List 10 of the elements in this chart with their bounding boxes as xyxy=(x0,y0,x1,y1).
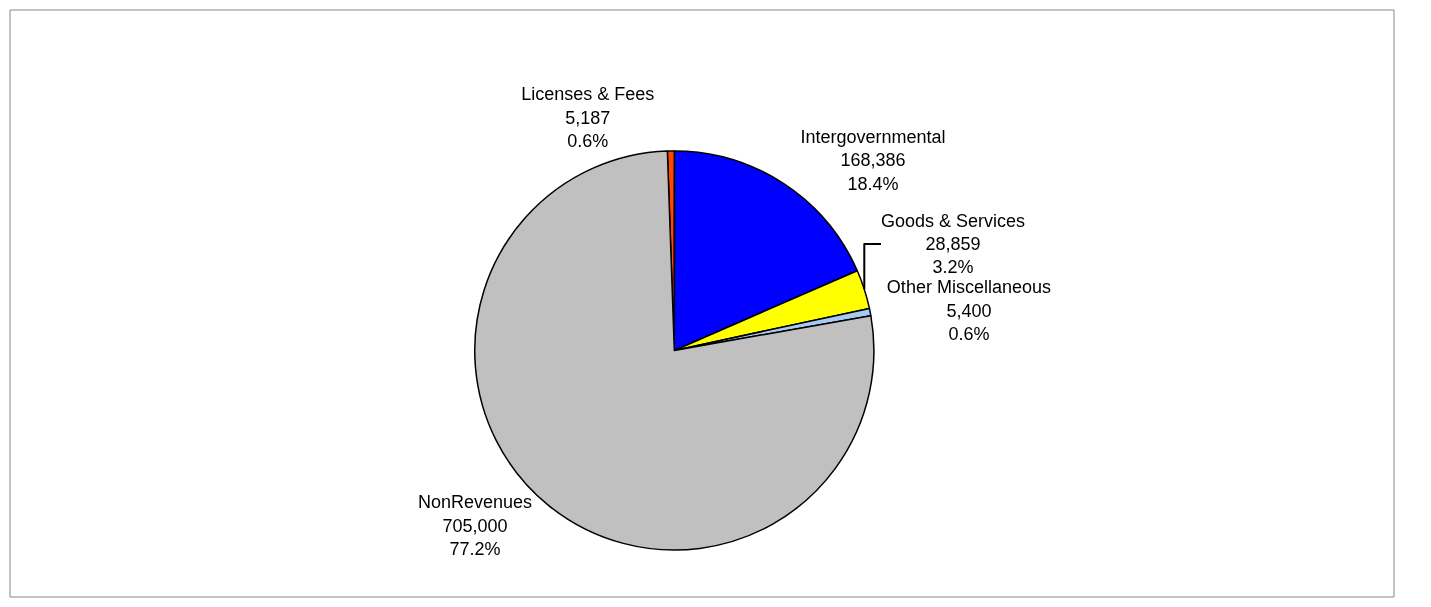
data-label: 5,400 0.6% xyxy=(946,300,992,345)
data-label: 5,187 0.6% xyxy=(565,107,611,151)
slice-label: Licenses & Fees xyxy=(521,84,655,105)
data-label: 28,859 3.2% xyxy=(925,234,981,278)
slice-label: NonRevenues xyxy=(417,492,533,513)
slice-label: Intergovernmental xyxy=(800,126,946,147)
slice-label: Goods & Services xyxy=(880,210,1026,231)
data-label: 168,386 18.4% xyxy=(840,150,906,194)
data-label: 705,000 77.2% xyxy=(442,515,508,560)
slice-label: Other Miscellaneous xyxy=(886,277,1051,298)
